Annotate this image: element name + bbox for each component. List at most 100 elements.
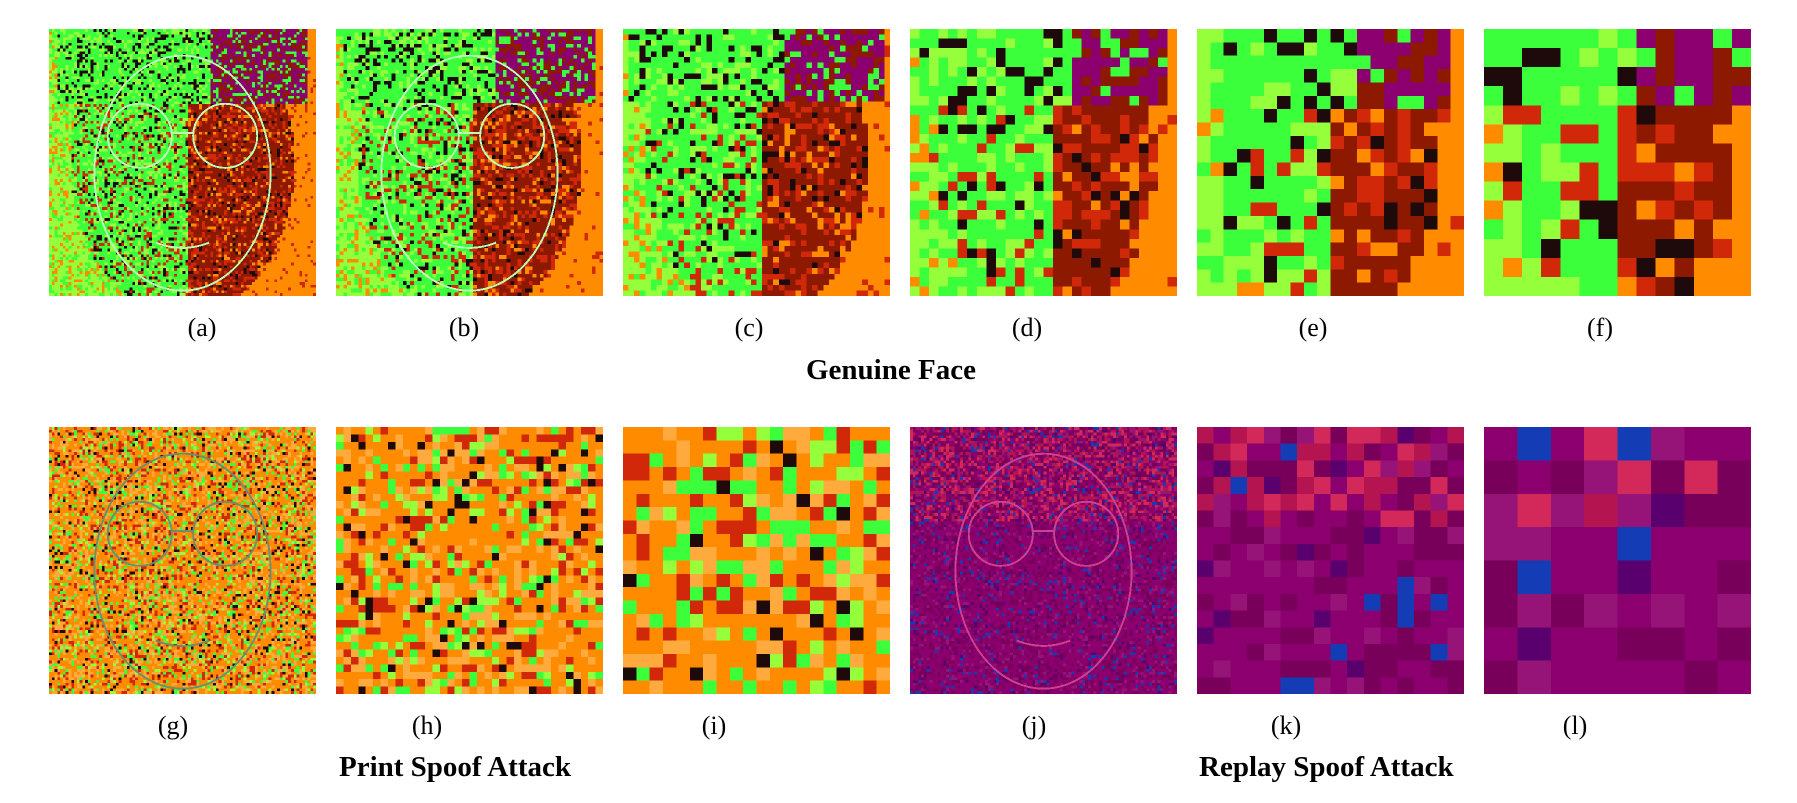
mosaic-cell [85,118,88,121]
mosaic-cell [201,165,205,169]
mosaic-cell [126,151,130,155]
mosaic-cell [82,104,86,107]
mosaic-cell [121,59,125,63]
mosaic-cell [138,42,141,46]
mosaic-cell [112,67,116,71]
mosaic-cell [285,67,289,71]
mosaic-cell [90,90,94,94]
mosaic-cell [82,137,86,141]
mosaic-cell [196,34,200,38]
mosaic-cell [296,40,300,43]
mosaic-cell [196,76,200,80]
mosaic-cell [193,65,197,68]
mosaic-cell [138,84,141,88]
mosaic-cell [293,104,297,107]
mosaic-cell [168,34,172,38]
mosaic-cell [232,145,236,149]
mosaic-cell [190,143,194,146]
mosaic-cell [224,148,228,152]
mosaic-cell [193,151,197,155]
mosaic-cell [104,143,108,146]
mosaic-cell [140,34,144,38]
mosaic-cell [160,98,164,102]
mosaic-cell [132,104,136,107]
mosaic-cell [207,168,211,171]
mosaic-cell [110,106,114,110]
mosaic-cell [224,134,228,138]
mosaic-cell [115,87,119,91]
mosaic-cell [82,90,86,94]
mosaic-cell [201,40,205,43]
mosaic-cell [146,170,150,174]
mosaic-cell [302,40,305,43]
mosaic-cell [296,90,300,94]
mosaic-cell [299,129,303,132]
mosaic-cell [151,45,155,49]
mosaic-cell [107,90,111,94]
mosaic-cell [282,37,286,41]
mosaic-cell [238,126,241,130]
mosaic-cell [218,131,222,135]
mosaic-cell [79,115,83,119]
mosaic-cell [74,123,77,127]
mosaic-cell [57,162,61,166]
mosaic-cell [215,51,219,55]
mosaic-cell [126,148,130,152]
mosaic-cell [82,106,86,110]
mosaic-cell [299,79,303,82]
mosaic-cell [265,165,269,169]
mosaic-cell [265,101,269,105]
mosaic-cell [263,37,266,41]
mosaic-cell [254,154,258,157]
mosaic-cell [112,81,116,85]
mosaic-cell [112,156,116,160]
mosaic-cell [293,56,297,60]
mosaic-cell [151,92,155,96]
mosaic-cell [129,143,133,146]
mosaic-cell [104,51,108,55]
mosaic-cell [302,59,305,63]
mosaic-cell [293,118,297,121]
mosaic-cell [293,129,297,132]
mosaic-cell [54,90,58,94]
mosaic-cell [263,159,266,163]
mosaic-cell [210,90,214,94]
mosaic-cell [207,148,211,152]
mosaic-cell [154,126,158,130]
mosaic-cell [254,145,258,149]
mosaic-cell [304,115,308,119]
mosaic-cell [82,148,86,152]
mosaic-cell [260,59,264,63]
mosaic-cell [74,65,77,68]
mosaic-cell [135,79,139,82]
mosaic-cell [199,143,203,146]
mosaic-cell [243,79,247,82]
mosaic-cell [99,87,102,91]
mosaic-cell [68,56,72,60]
mosaic-cell [49,54,52,57]
mosaic-cell [93,143,97,146]
mosaic-cell [252,59,255,63]
mosaic-cell [204,90,208,94]
mosaic-cell [252,79,255,82]
mosaic-cell [174,112,177,116]
mosaic-cell [302,48,305,52]
mosaic-cell [246,84,250,88]
mosaic-cell [85,40,88,43]
mosaic-cell [76,123,80,127]
mosaic-cell [99,168,102,171]
mosaic-cell [293,151,297,155]
mosaic-cell [179,81,183,85]
mosaic-cell [82,131,86,135]
mosaic-cell [243,131,247,135]
mosaic-cell [221,56,225,60]
mosaic-cell [307,84,311,88]
mosaic-cell [124,134,127,138]
mosaic-cell [277,42,280,46]
mosaic-cell [62,65,66,68]
mosaic-cell [271,118,275,121]
mosaic-cell [71,70,75,74]
mosaic-cell [143,34,147,38]
mosaic-cell [196,29,200,32]
mosaic-cell [165,87,169,91]
